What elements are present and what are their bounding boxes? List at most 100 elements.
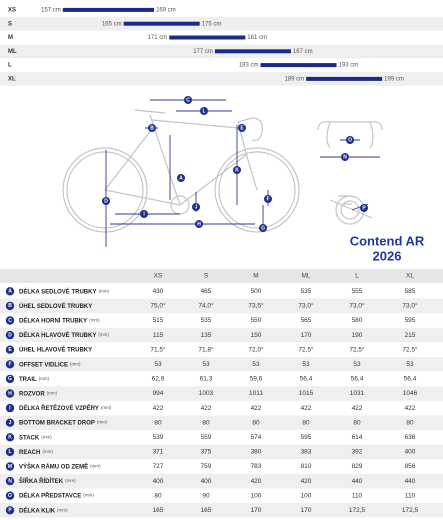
row-letter: N (8, 478, 12, 484)
cell: 190 (352, 332, 363, 339)
row-letter: O (8, 493, 12, 499)
cell: 72,5° (402, 345, 418, 353)
row-band (0, 386, 443, 401)
row-band (0, 473, 443, 489)
cell: 400 (153, 478, 164, 485)
cell: 100 (251, 492, 262, 499)
cell: 215 (405, 332, 416, 339)
cell: 422 (301, 405, 312, 412)
size-header: XL (406, 273, 414, 280)
cell: 595 (301, 434, 312, 441)
letter-badge (5, 403, 15, 413)
cell: 165 (201, 507, 212, 514)
cell: 555 (352, 288, 363, 295)
max-label: 199 cm (384, 76, 404, 82)
cell: 375 (201, 449, 212, 456)
row-band (0, 357, 443, 372)
cell: 59,6 (250, 376, 263, 383)
min-label: 171 cm (148, 35, 168, 41)
size-header: L (355, 273, 359, 280)
model-name: Contend AR (350, 233, 425, 248)
row-band (0, 327, 443, 343)
row-band (0, 298, 443, 314)
row-name-text: TRAIL (19, 376, 37, 382)
cell: 110 (405, 492, 416, 499)
row-unit: (mm) (42, 449, 53, 454)
cell: 80 (406, 419, 414, 426)
row-letter: A (8, 289, 12, 295)
cell: 165 (153, 507, 164, 514)
cell: 56,4 (300, 376, 313, 383)
marker: I (143, 211, 145, 217)
cell: 73,0° (402, 302, 418, 310)
row-letter: G (8, 376, 12, 382)
row-band (0, 415, 443, 430)
row-name: TRAIL (mm) (19, 376, 50, 382)
cell: 440 (405, 478, 416, 485)
marker: A (179, 175, 183, 181)
row-unit: (mm) (90, 464, 101, 469)
cell: 73,5° (248, 302, 264, 310)
cell: 535 (201, 317, 212, 324)
marker: L (202, 108, 205, 114)
row-letter: K (8, 435, 12, 441)
marker: O (348, 137, 352, 143)
row-letter: I (9, 405, 11, 411)
cell: 829 (352, 463, 363, 470)
row-unit: (mm) (89, 318, 100, 323)
cell: 100 (301, 492, 312, 499)
cell: 465 (201, 288, 212, 295)
cell: 80 (353, 419, 361, 426)
letter-badge (5, 316, 15, 325)
cell: 110 (352, 492, 363, 499)
max-label: 181 cm (247, 35, 267, 41)
cell: 574 (251, 434, 262, 441)
marker: J (195, 204, 198, 210)
cell: 638 (405, 434, 416, 441)
marker: G (261, 225, 265, 231)
size-header: M (253, 273, 258, 280)
marker: E (240, 125, 244, 131)
cell: 595 (405, 317, 416, 324)
cell: 115 (153, 332, 164, 339)
row-name: REACH (mm) (19, 449, 53, 455)
min-label: 183 cm (239, 63, 259, 69)
cell: 170 (251, 507, 262, 514)
cell: 422 (352, 405, 363, 412)
row-unit: (mm) (57, 507, 68, 512)
letter-badge (5, 491, 15, 500)
cell: 75,0° (150, 302, 166, 310)
letter-badge (5, 374, 15, 384)
letter-badge (5, 476, 15, 486)
row-name: ROZVOR (mm) (19, 391, 58, 397)
cell: 559 (201, 434, 212, 441)
row-band (0, 16, 443, 31)
cell: 172,5 (402, 507, 419, 514)
letter-badge (5, 301, 15, 311)
marker: H (197, 221, 201, 227)
cell: 783 (251, 463, 262, 470)
cell: 80 (154, 492, 162, 499)
row-name-text: BOTTOM BRACKET DROP (19, 420, 95, 426)
cell: 371 (153, 449, 164, 456)
row-unit: (mm) (83, 493, 94, 498)
letter-badge (5, 389, 15, 398)
cell: 420 (251, 478, 262, 485)
row-name-text: DÉLKA PŘEDSTAVCE (19, 491, 81, 499)
max-label: 187 cm (293, 49, 313, 55)
size-label: S (8, 21, 12, 27)
min-label: 157 cm (41, 7, 61, 13)
cell: 759 (201, 463, 212, 470)
cell: 380 (251, 449, 262, 456)
bike-diagram: C L B E A K D J I H F G O N P (62, 96, 383, 247)
row-letter: D (8, 332, 12, 338)
max-label: 193 cm (339, 63, 359, 69)
row-name-text: DÉLKA HORNÍ TRUBKY (19, 316, 87, 324)
row-name-text: ROZVOR (19, 391, 45, 397)
row-letter: C (8, 318, 12, 324)
cell: 1015 (299, 390, 314, 397)
size-label: XS (8, 7, 16, 13)
height-range-bar (260, 63, 337, 68)
min-label: 177 cm (193, 49, 213, 55)
